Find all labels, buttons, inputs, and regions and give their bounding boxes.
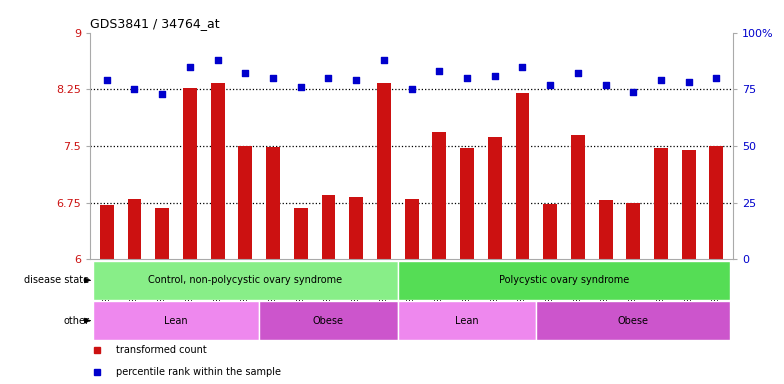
- Bar: [571, 135, 585, 259]
- Point: [544, 82, 557, 88]
- Text: Lean: Lean: [456, 316, 479, 326]
- Point: [405, 86, 418, 93]
- Point: [100, 77, 113, 83]
- Bar: [321, 195, 336, 259]
- Point: [239, 70, 252, 76]
- Bar: [397, 261, 730, 300]
- Text: Control, non-polycystic ovary syndrome: Control, non-polycystic ovary syndrome: [148, 275, 343, 285]
- Bar: [183, 88, 197, 259]
- Bar: [349, 197, 363, 259]
- Bar: [516, 93, 529, 259]
- Bar: [93, 261, 397, 300]
- Point: [710, 75, 723, 81]
- Bar: [543, 204, 557, 259]
- Bar: [128, 199, 141, 259]
- Point: [378, 57, 390, 63]
- Point: [267, 75, 279, 81]
- Bar: [488, 137, 502, 259]
- Point: [461, 75, 474, 81]
- Bar: [294, 208, 307, 259]
- Text: Obese: Obese: [313, 316, 344, 326]
- Point: [655, 77, 667, 83]
- Bar: [238, 146, 252, 259]
- Bar: [710, 146, 724, 259]
- Point: [516, 63, 528, 70]
- Text: Lean: Lean: [165, 316, 188, 326]
- Point: [433, 68, 445, 74]
- Point: [572, 70, 584, 76]
- Bar: [460, 148, 474, 259]
- Bar: [260, 301, 397, 340]
- Bar: [433, 132, 446, 259]
- Point: [156, 91, 169, 97]
- Bar: [211, 83, 224, 259]
- Bar: [536, 301, 730, 340]
- Point: [599, 82, 612, 88]
- Text: Polycystic ovary syndrome: Polycystic ovary syndrome: [499, 275, 629, 285]
- Bar: [654, 148, 668, 259]
- Point: [350, 77, 362, 83]
- Point: [129, 86, 141, 93]
- Point: [183, 63, 196, 70]
- Text: Obese: Obese: [618, 316, 649, 326]
- Point: [322, 75, 335, 81]
- Bar: [405, 199, 419, 259]
- Text: GDS3841 / 34764_at: GDS3841 / 34764_at: [90, 17, 220, 30]
- Bar: [100, 205, 114, 259]
- Point: [295, 84, 307, 90]
- Text: transformed count: transformed count: [116, 345, 207, 355]
- Point: [627, 88, 640, 94]
- Bar: [377, 83, 390, 259]
- Bar: [397, 301, 536, 340]
- Text: disease state: disease state: [24, 275, 89, 285]
- Text: other: other: [64, 316, 89, 326]
- Text: percentile rank within the sample: percentile rank within the sample: [116, 367, 281, 377]
- Bar: [266, 147, 280, 259]
- Bar: [626, 203, 641, 259]
- Point: [212, 57, 224, 63]
- Point: [682, 79, 695, 86]
- Bar: [155, 208, 169, 259]
- Bar: [599, 200, 612, 259]
- Bar: [93, 301, 260, 340]
- Point: [488, 73, 501, 79]
- Bar: [682, 150, 695, 259]
